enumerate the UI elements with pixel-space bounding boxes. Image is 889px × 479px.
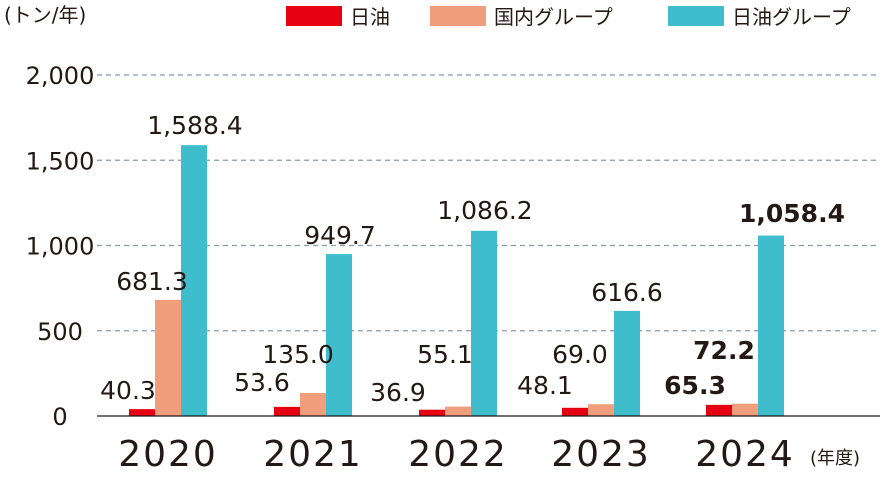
bar-2023-2 (614, 310, 640, 416)
bar-2022-1 (445, 406, 471, 416)
legend-label: 国内グループ (494, 5, 613, 29)
legend-label: 日油 (350, 5, 390, 29)
legend-swatch (286, 6, 342, 26)
bar-2020-2 (181, 145, 207, 416)
bar-2020-0 (129, 409, 155, 416)
data-label: 1,058.4 (739, 199, 845, 228)
data-label: 65.3 (664, 371, 726, 400)
bar-2024-0 (706, 404, 732, 416)
data-label: 48.1 (517, 371, 573, 400)
bar-2021-0 (274, 406, 300, 416)
x-axis-unit: (年度) (810, 448, 860, 469)
y-tick-label: 0 (52, 403, 67, 431)
x-tick-label: 2020 (118, 434, 218, 475)
y-tick-label: 500 (37, 318, 83, 346)
bar-2023-1 (588, 404, 614, 416)
data-label: 135.0 (262, 340, 334, 369)
data-label: 949.7 (304, 221, 376, 250)
legend-swatch (668, 6, 724, 26)
data-label: 36.9 (370, 378, 426, 407)
bar-2022-0 (419, 409, 445, 416)
bar-2024-2 (758, 235, 784, 416)
y-tick-label: 1,000 (26, 233, 95, 261)
data-label: 1,086.2 (437, 196, 532, 225)
legend-swatch (430, 6, 486, 26)
data-label: 55.1 (417, 340, 473, 369)
y-tick-label: 2,000 (26, 62, 95, 90)
bar-2021-1 (300, 392, 326, 416)
bar-2023-0 (562, 407, 588, 416)
data-label: 616.6 (591, 278, 663, 307)
data-label: 72.2 (693, 336, 755, 365)
data-label: 69.0 (552, 340, 608, 369)
y-tick-label: 1,500 (26, 147, 95, 175)
data-label: 53.6 (234, 368, 290, 397)
bar-2021-2 (326, 254, 352, 416)
data-label: 1,588.4 (147, 111, 242, 140)
bar-2022-2 (471, 230, 497, 416)
x-tick-label: 2024 (695, 434, 795, 475)
data-label: 681.3 (116, 267, 188, 296)
bar-2020-1 (155, 299, 181, 416)
legend-label: 日油グループ (732, 5, 851, 29)
bar-2024-1 (732, 403, 758, 416)
y-axis-unit: (トン/年) (4, 3, 86, 27)
x-tick-label: 2023 (551, 434, 651, 475)
x-tick-label: 2021 (263, 434, 363, 475)
data-label: 40.3 (100, 376, 156, 405)
x-tick-label: 2022 (408, 434, 508, 475)
